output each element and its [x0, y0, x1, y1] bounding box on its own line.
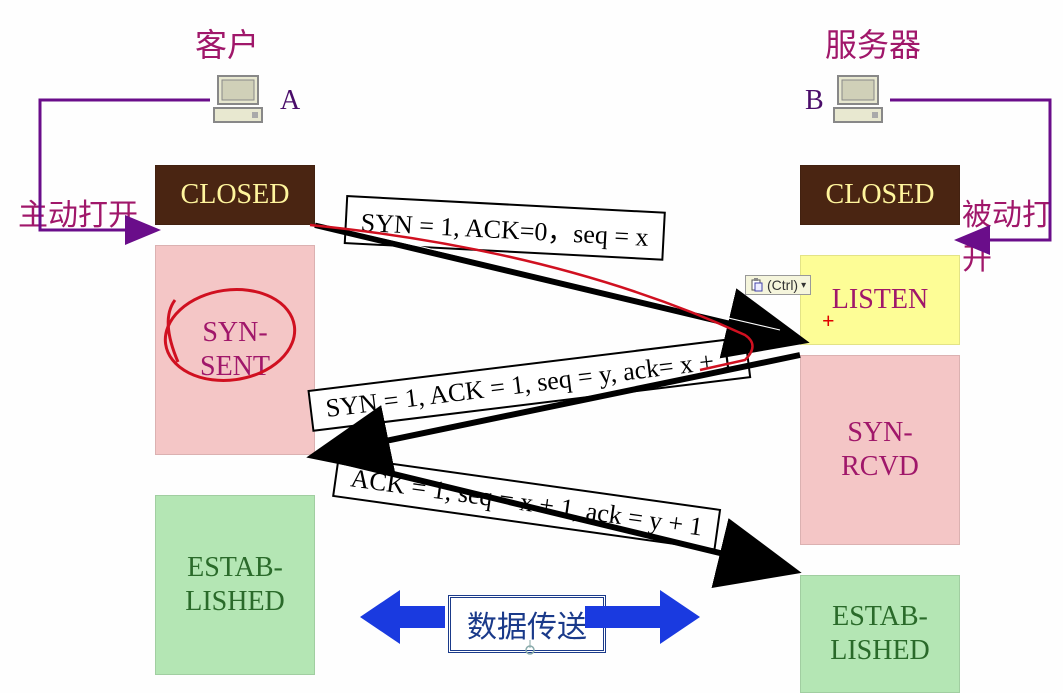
host-b-label: B	[805, 85, 824, 117]
state-label: ESTAB- LISHED	[185, 551, 285, 618]
state-label: SYN- SENT	[200, 316, 270, 383]
state-label: ESTAB- LISHED	[830, 600, 930, 667]
data-transfer-text: 数据传送	[467, 611, 587, 644]
state-label: CLOSED	[826, 178, 935, 212]
message-text: SYN = 1, ACK=0，seq = x	[360, 208, 649, 252]
state-closed-server: CLOSED	[800, 165, 960, 225]
ctrl-text: (Ctrl)	[767, 277, 798, 293]
server-header: 服务器	[825, 20, 921, 66]
message-1-box: SYN = 1, ACK=0，seq = x	[344, 195, 666, 261]
dropdown-icon: ▾	[801, 280, 806, 291]
computer-icon	[830, 72, 890, 127]
message-text: ACK = 1, seq = x + 1, ack = y + 1	[349, 463, 705, 541]
active-open-label: 主动打开	[18, 190, 138, 234]
state-established-server: ESTAB- LISHED	[800, 575, 960, 693]
state-syn-rcvd: SYN- RCVD	[800, 355, 960, 545]
plus-annotation: +	[822, 308, 835, 334]
clipboard-icon	[750, 278, 764, 292]
passive-open-label: 被动打开	[962, 190, 1063, 278]
data-transfer-label: 数据传送	[448, 595, 606, 653]
state-label: LISTEN	[832, 283, 928, 317]
message-3-box: ACK = 1, seq = x + 1, ack = y + 1	[332, 455, 721, 550]
state-label: CLOSED	[181, 178, 290, 212]
state-closed-client: CLOSED	[155, 165, 315, 225]
message-2-box: SYN = 1, ACK = 1, seq = y, ack= x + 1	[307, 336, 751, 432]
message-text: SYN = 1, ACK = 1, seq = y, ack= x + 1	[324, 344, 735, 423]
state-established-client: ESTAB- LISHED	[155, 495, 315, 675]
host-a-label: A	[280, 85, 300, 117]
client-header: 客户	[195, 20, 259, 66]
state-label: SYN- RCVD	[841, 416, 919, 483]
state-syn-sent: SYN- SENT	[155, 245, 315, 455]
computer-icon	[210, 72, 270, 127]
ctrl-paste-badge[interactable]: (Ctrl) ▾	[745, 275, 811, 295]
